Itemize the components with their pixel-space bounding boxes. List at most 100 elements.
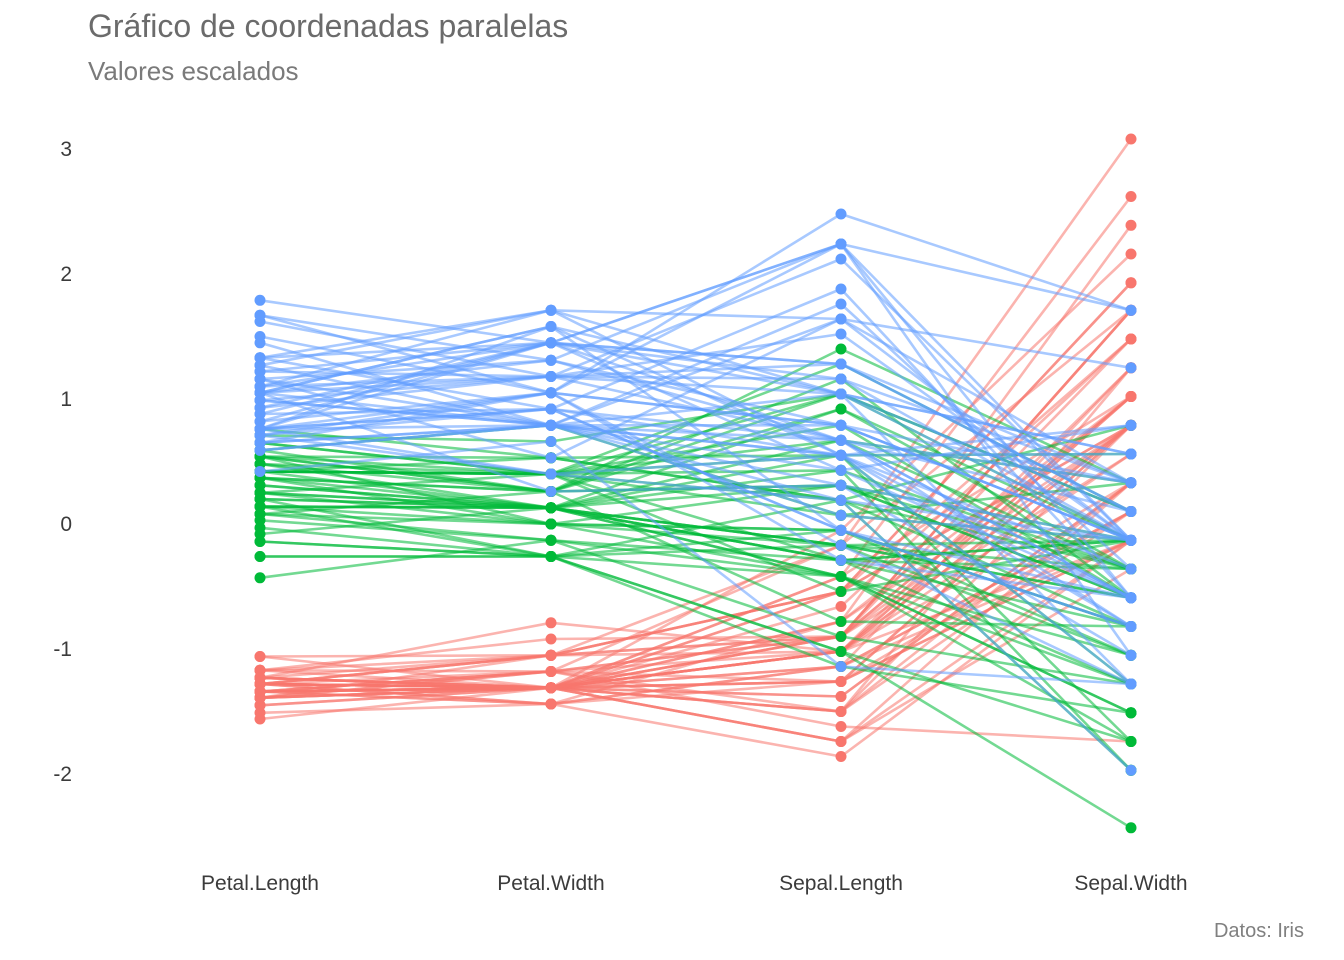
virginica-series-line <box>259 242 1132 362</box>
virginica-point <box>835 554 847 566</box>
setosa-point <box>835 721 847 732</box>
virginica-point <box>1125 764 1137 776</box>
virginica-point <box>835 479 847 491</box>
virginica-point <box>545 371 557 382</box>
virginica-point <box>835 661 847 672</box>
virginica-point <box>254 402 266 414</box>
setosa-point <box>835 751 847 762</box>
versicolor-series-line <box>259 526 1132 714</box>
virginica-point <box>254 331 266 342</box>
virginica-point <box>254 294 266 306</box>
virginica-series-line <box>259 308 1132 370</box>
virginica-point <box>545 403 557 415</box>
versicolor-point <box>835 631 847 642</box>
virginica-point <box>1125 448 1137 460</box>
virginica-point <box>835 373 847 385</box>
virginica-point <box>1125 563 1137 575</box>
setosa-point <box>1125 191 1137 202</box>
virginica-point <box>1125 592 1137 604</box>
y-tick-label: 1 <box>60 388 72 411</box>
virginica-point <box>835 539 847 551</box>
x-tick-label: Petal.Width <box>497 872 604 895</box>
setosa-point <box>1125 133 1137 145</box>
versicolor-point <box>1125 822 1137 834</box>
virginica-point <box>835 494 847 506</box>
virginica-point <box>545 436 557 447</box>
x-tick-label: Sepal.Width <box>1074 872 1187 895</box>
virginica-point <box>254 352 266 364</box>
virginica-point <box>545 321 557 332</box>
setosa-point <box>835 601 847 612</box>
versicolor-series-line <box>259 453 1132 743</box>
versicolor-point <box>1125 707 1137 719</box>
y-tick-label: 3 <box>60 138 72 161</box>
virginica-series-line <box>259 423 1132 542</box>
setosa-point <box>835 691 847 702</box>
y-tick-label: 0 <box>60 513 72 536</box>
series-lines <box>259 138 1133 829</box>
virginica-series-line <box>259 341 1132 485</box>
versicolor-point <box>835 646 847 657</box>
virginica-point <box>1125 506 1137 517</box>
virginica-point <box>835 283 847 295</box>
virginica-point <box>1125 649 1137 661</box>
chart-title: Gráfico de coordenadas paralelas <box>88 8 569 44</box>
setosa-point <box>545 649 557 661</box>
virginica-series-line <box>259 242 1132 542</box>
virginica-point <box>545 337 557 349</box>
virginica-point <box>835 313 847 325</box>
virginica-point <box>545 304 557 316</box>
versicolor-point <box>254 572 266 584</box>
virginica-series-line <box>259 317 1132 484</box>
versicolor-point <box>835 616 847 627</box>
virginica-point <box>835 434 847 446</box>
x-axis-ticks: Petal.Length Petal.Width Sepal.Length Sepal… <box>201 872 1188 895</box>
setosa-point <box>545 633 557 645</box>
setosa-series-line <box>259 424 1132 686</box>
virginica-point <box>545 387 557 399</box>
virginica-series-line <box>259 341 1132 472</box>
virginica-point <box>835 464 847 476</box>
setosa-series-line <box>259 452 1132 693</box>
y-tick-label: -2 <box>53 763 72 786</box>
setosa-series-line <box>259 539 1132 758</box>
virginica-series-line <box>259 423 1132 542</box>
versicolor-point <box>545 534 557 546</box>
virginica-point <box>1125 477 1137 489</box>
versicolor-point <box>835 343 847 355</box>
virginica-point <box>835 238 847 250</box>
virginica-point <box>545 419 557 431</box>
virginica-point <box>835 298 847 310</box>
x-tick-label: Petal.Length <box>201 872 319 895</box>
virginica-point <box>1125 621 1137 632</box>
setosa-point <box>1125 248 1137 260</box>
virginica-point <box>1125 534 1137 546</box>
setosa-series-line <box>259 366 1132 706</box>
setosa-point <box>254 651 266 662</box>
setosa-point <box>835 706 847 717</box>
virginica-point <box>835 388 847 400</box>
versicolor-point <box>254 551 266 562</box>
series-points <box>254 133 1137 834</box>
virginica-point <box>254 381 266 392</box>
y-axis-ticks: -2 -1 0 1 2 3 <box>53 138 72 786</box>
y-tick-label: -1 <box>53 638 72 661</box>
setosa-point <box>254 686 266 697</box>
virginica-point <box>254 444 266 456</box>
versicolor-series-line <box>260 555 1132 743</box>
setosa-point <box>545 666 557 677</box>
setosa-point <box>835 676 847 687</box>
virginica-series-line <box>259 375 1132 542</box>
virginica-point <box>1125 362 1137 374</box>
virginica-point <box>835 524 847 536</box>
virginica-point <box>254 366 266 377</box>
setosa-series-line <box>259 395 1132 680</box>
virginica-series-line <box>259 242 1133 599</box>
versicolor-point <box>835 586 847 597</box>
virginica-series-line <box>259 423 1132 542</box>
setosa-series-line <box>259 338 1132 690</box>
versicolor-point <box>1125 736 1137 747</box>
virginica-point <box>1125 419 1137 431</box>
virginica-point <box>1125 678 1137 690</box>
